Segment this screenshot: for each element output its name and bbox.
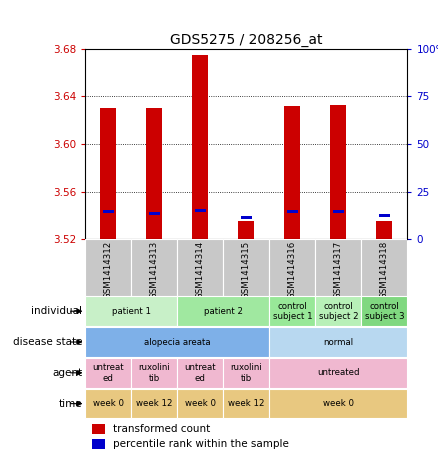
Bar <box>284 106 300 239</box>
Bar <box>287 210 298 213</box>
Bar <box>177 358 223 388</box>
Bar <box>361 296 407 326</box>
Text: week 12: week 12 <box>228 399 265 408</box>
Text: GSM1414316: GSM1414316 <box>288 241 297 299</box>
Bar <box>131 239 177 296</box>
Text: patient 2: patient 2 <box>204 307 243 316</box>
Text: transformed count: transformed count <box>113 424 211 434</box>
Bar <box>177 389 223 419</box>
Bar <box>269 296 315 326</box>
Bar <box>223 358 269 388</box>
Bar <box>103 210 114 213</box>
Text: untreat
ed: untreat ed <box>92 363 124 382</box>
Text: week 0: week 0 <box>93 399 124 408</box>
Text: week 12: week 12 <box>136 399 173 408</box>
Bar <box>269 389 407 419</box>
Text: untreated: untreated <box>317 368 360 377</box>
Text: control
subject 3: control subject 3 <box>364 302 404 321</box>
Bar <box>361 239 407 296</box>
Text: GSM1414314: GSM1414314 <box>196 241 205 299</box>
Text: ruxolini
tib: ruxolini tib <box>138 363 170 382</box>
Bar <box>85 389 131 419</box>
Bar <box>146 108 162 239</box>
Text: percentile rank within the sample: percentile rank within the sample <box>113 439 289 449</box>
Bar <box>330 105 346 239</box>
Bar <box>315 239 361 296</box>
Bar <box>315 296 361 326</box>
Text: patient 1: patient 1 <box>112 307 151 316</box>
Bar <box>85 239 131 296</box>
Text: week 0: week 0 <box>185 399 216 408</box>
Bar <box>379 214 390 217</box>
Bar <box>333 210 344 213</box>
Text: alopecia areata: alopecia areata <box>144 337 211 347</box>
Bar <box>269 239 315 296</box>
Bar <box>241 216 252 219</box>
Text: GSM1414317: GSM1414317 <box>334 241 343 299</box>
Bar <box>131 389 177 419</box>
Bar <box>195 209 206 212</box>
Bar <box>269 358 407 388</box>
Title: GDS5275 / 208256_at: GDS5275 / 208256_at <box>170 33 323 47</box>
Text: GSM1414315: GSM1414315 <box>242 241 251 299</box>
Text: GSM1414318: GSM1414318 <box>380 241 389 299</box>
Bar <box>92 424 106 434</box>
Text: ruxolini
tib: ruxolini tib <box>230 363 262 382</box>
Text: disease state: disease state <box>13 337 82 347</box>
Text: agent: agent <box>52 368 82 378</box>
Text: normal: normal <box>323 337 353 347</box>
Bar <box>223 389 269 419</box>
Bar <box>269 327 407 357</box>
Text: GSM1414312: GSM1414312 <box>104 241 113 299</box>
Bar <box>100 108 117 239</box>
Bar <box>177 296 269 326</box>
Bar <box>238 222 254 239</box>
Bar <box>223 239 269 296</box>
Bar <box>85 327 269 357</box>
Bar <box>85 296 177 326</box>
Text: time: time <box>59 399 82 409</box>
Bar <box>149 212 160 215</box>
Bar <box>177 239 223 296</box>
Bar <box>192 55 208 239</box>
Text: control
subject 2: control subject 2 <box>318 302 358 321</box>
Text: control
subject 1: control subject 1 <box>272 302 312 321</box>
Text: individual: individual <box>31 306 82 316</box>
Bar <box>131 358 177 388</box>
Bar <box>376 222 392 239</box>
Bar <box>92 439 106 449</box>
Text: week 0: week 0 <box>323 399 354 408</box>
Bar <box>85 358 131 388</box>
Text: untreat
ed: untreat ed <box>184 363 216 382</box>
Text: GSM1414313: GSM1414313 <box>150 241 159 299</box>
